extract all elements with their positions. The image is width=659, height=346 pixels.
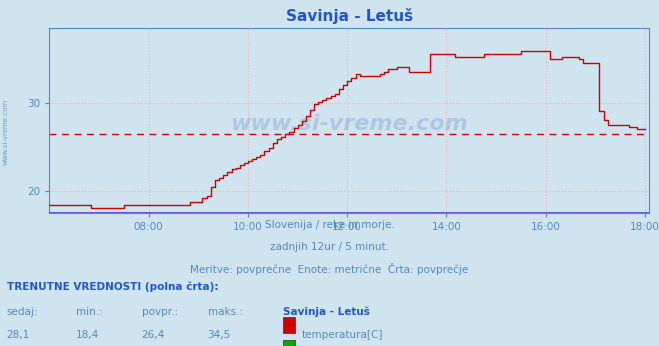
Text: 26,4: 26,4 [142, 330, 165, 340]
Title: Savinja - Letuš: Savinja - Letuš [286, 8, 413, 24]
Text: www.si-vreme.com: www.si-vreme.com [2, 98, 9, 165]
Text: TRENUTNE VREDNOSTI (polna črta):: TRENUTNE VREDNOSTI (polna črta): [7, 282, 218, 292]
Text: temperatura[C]: temperatura[C] [302, 330, 384, 340]
Text: min.:: min.: [76, 307, 103, 317]
Text: 18,4: 18,4 [76, 330, 99, 340]
Text: povpr.:: povpr.: [142, 307, 178, 317]
Text: Savinja - Letuš: Savinja - Letuš [283, 307, 370, 317]
Text: sedaj:: sedaj: [7, 307, 38, 317]
Text: Slovenija / reke in morje.: Slovenija / reke in morje. [264, 220, 395, 230]
Text: 28,1: 28,1 [7, 330, 30, 340]
Text: zadnjih 12ur / 5 minut.: zadnjih 12ur / 5 minut. [270, 242, 389, 252]
Text: maks.:: maks.: [208, 307, 243, 317]
Text: 34,5: 34,5 [208, 330, 231, 340]
Text: Meritve: povprečne  Enote: metrične  Črta: povprečje: Meritve: povprečne Enote: metrične Črta:… [190, 263, 469, 275]
Text: www.si-vreme.com: www.si-vreme.com [231, 114, 468, 134]
